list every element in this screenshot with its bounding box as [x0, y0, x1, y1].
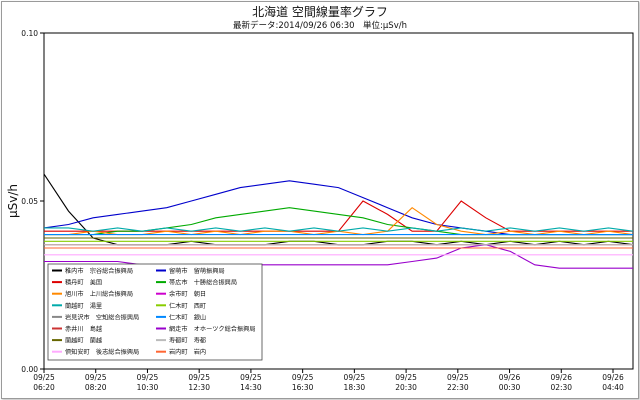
legend-label: 岩見沢市 空知総合振興局 — [65, 313, 139, 321]
x-tick-time: 16:30 — [292, 383, 314, 392]
legend-label: 蘭越町 蘭越 — [65, 337, 102, 345]
y-tick-label: 0.00 — [21, 365, 38, 374]
x-tick-date: 09/25 — [188, 373, 210, 382]
x-tick-time: 06:20 — [33, 383, 55, 392]
legend-label: 蘭越町 湯里 — [65, 302, 102, 310]
legend-box — [47, 263, 263, 361]
legend-label: 旭川市 上川総合振興局 — [65, 290, 133, 298]
legend-label: 留萌市 留萌振興局 — [169, 267, 225, 275]
x-tick-date: 09/25 — [292, 373, 314, 382]
x-tick-time: 12:30 — [188, 383, 210, 392]
x-tick-date: 09/26 — [550, 373, 572, 382]
chart-subtitle: 最新データ:2014/09/26 06:30 単位:μSv/h — [232, 21, 407, 31]
legend-label: 仁木町 西町 — [169, 302, 206, 310]
x-tick-time: 04:40 — [602, 383, 624, 392]
y-tick-label: 0.05 — [21, 197, 38, 206]
legend-label: 余市町 朝日 — [169, 290, 206, 298]
x-tick-date: 09/25 — [85, 373, 107, 382]
x-tick-date: 09/25 — [344, 373, 366, 382]
x-tick-time: 02:30 — [550, 383, 572, 392]
legend-label: 倶知安町 後志総合振興局 — [65, 348, 139, 356]
legend-label: 積丹町 美国 — [65, 279, 102, 287]
x-tick-time: 10:30 — [137, 383, 159, 392]
x-tick-time: 22:30 — [447, 383, 469, 392]
x-tick-time: 00:30 — [499, 383, 521, 392]
x-tick-date: 09/26 — [602, 373, 624, 382]
legend-label: 帯広市 十勝総合振興局 — [169, 279, 237, 287]
x-tick-time: 08:20 — [85, 383, 107, 392]
series-line — [44, 200, 633, 232]
series-line — [44, 227, 634, 232]
legend-label: 岩内町 岩内 — [169, 348, 206, 356]
y-tick-label: 0.10 — [21, 29, 38, 38]
legend-label: 稚内市 宗谷総合振興局 — [65, 267, 133, 275]
x-tick-date: 09/26 — [499, 373, 521, 382]
x-tick-date: 09/25 — [137, 373, 159, 382]
legend-label: 仁木町 銀山 — [169, 313, 206, 321]
legend-label: 赤井川 島越 — [65, 325, 102, 333]
legend-label: 網走市 オホーツク総合振興局 — [169, 325, 256, 333]
x-tick-time: 20:30 — [395, 383, 417, 392]
legend-label: 寿都町 寿都 — [169, 337, 206, 345]
chart-title: 北海道 空間線量率グラフ — [252, 5, 388, 19]
series-line — [43, 180, 633, 236]
x-tick-time: 18:30 — [344, 383, 366, 392]
x-tick-date: 09/25 — [240, 373, 262, 382]
y-axis-label: μSv/h — [6, 184, 20, 218]
x-tick-time: 14:30 — [240, 383, 262, 392]
x-tick-date: 09/25 — [33, 373, 55, 382]
x-tick-date: 09/25 — [395, 373, 417, 382]
x-tick-date: 09/25 — [447, 373, 469, 382]
